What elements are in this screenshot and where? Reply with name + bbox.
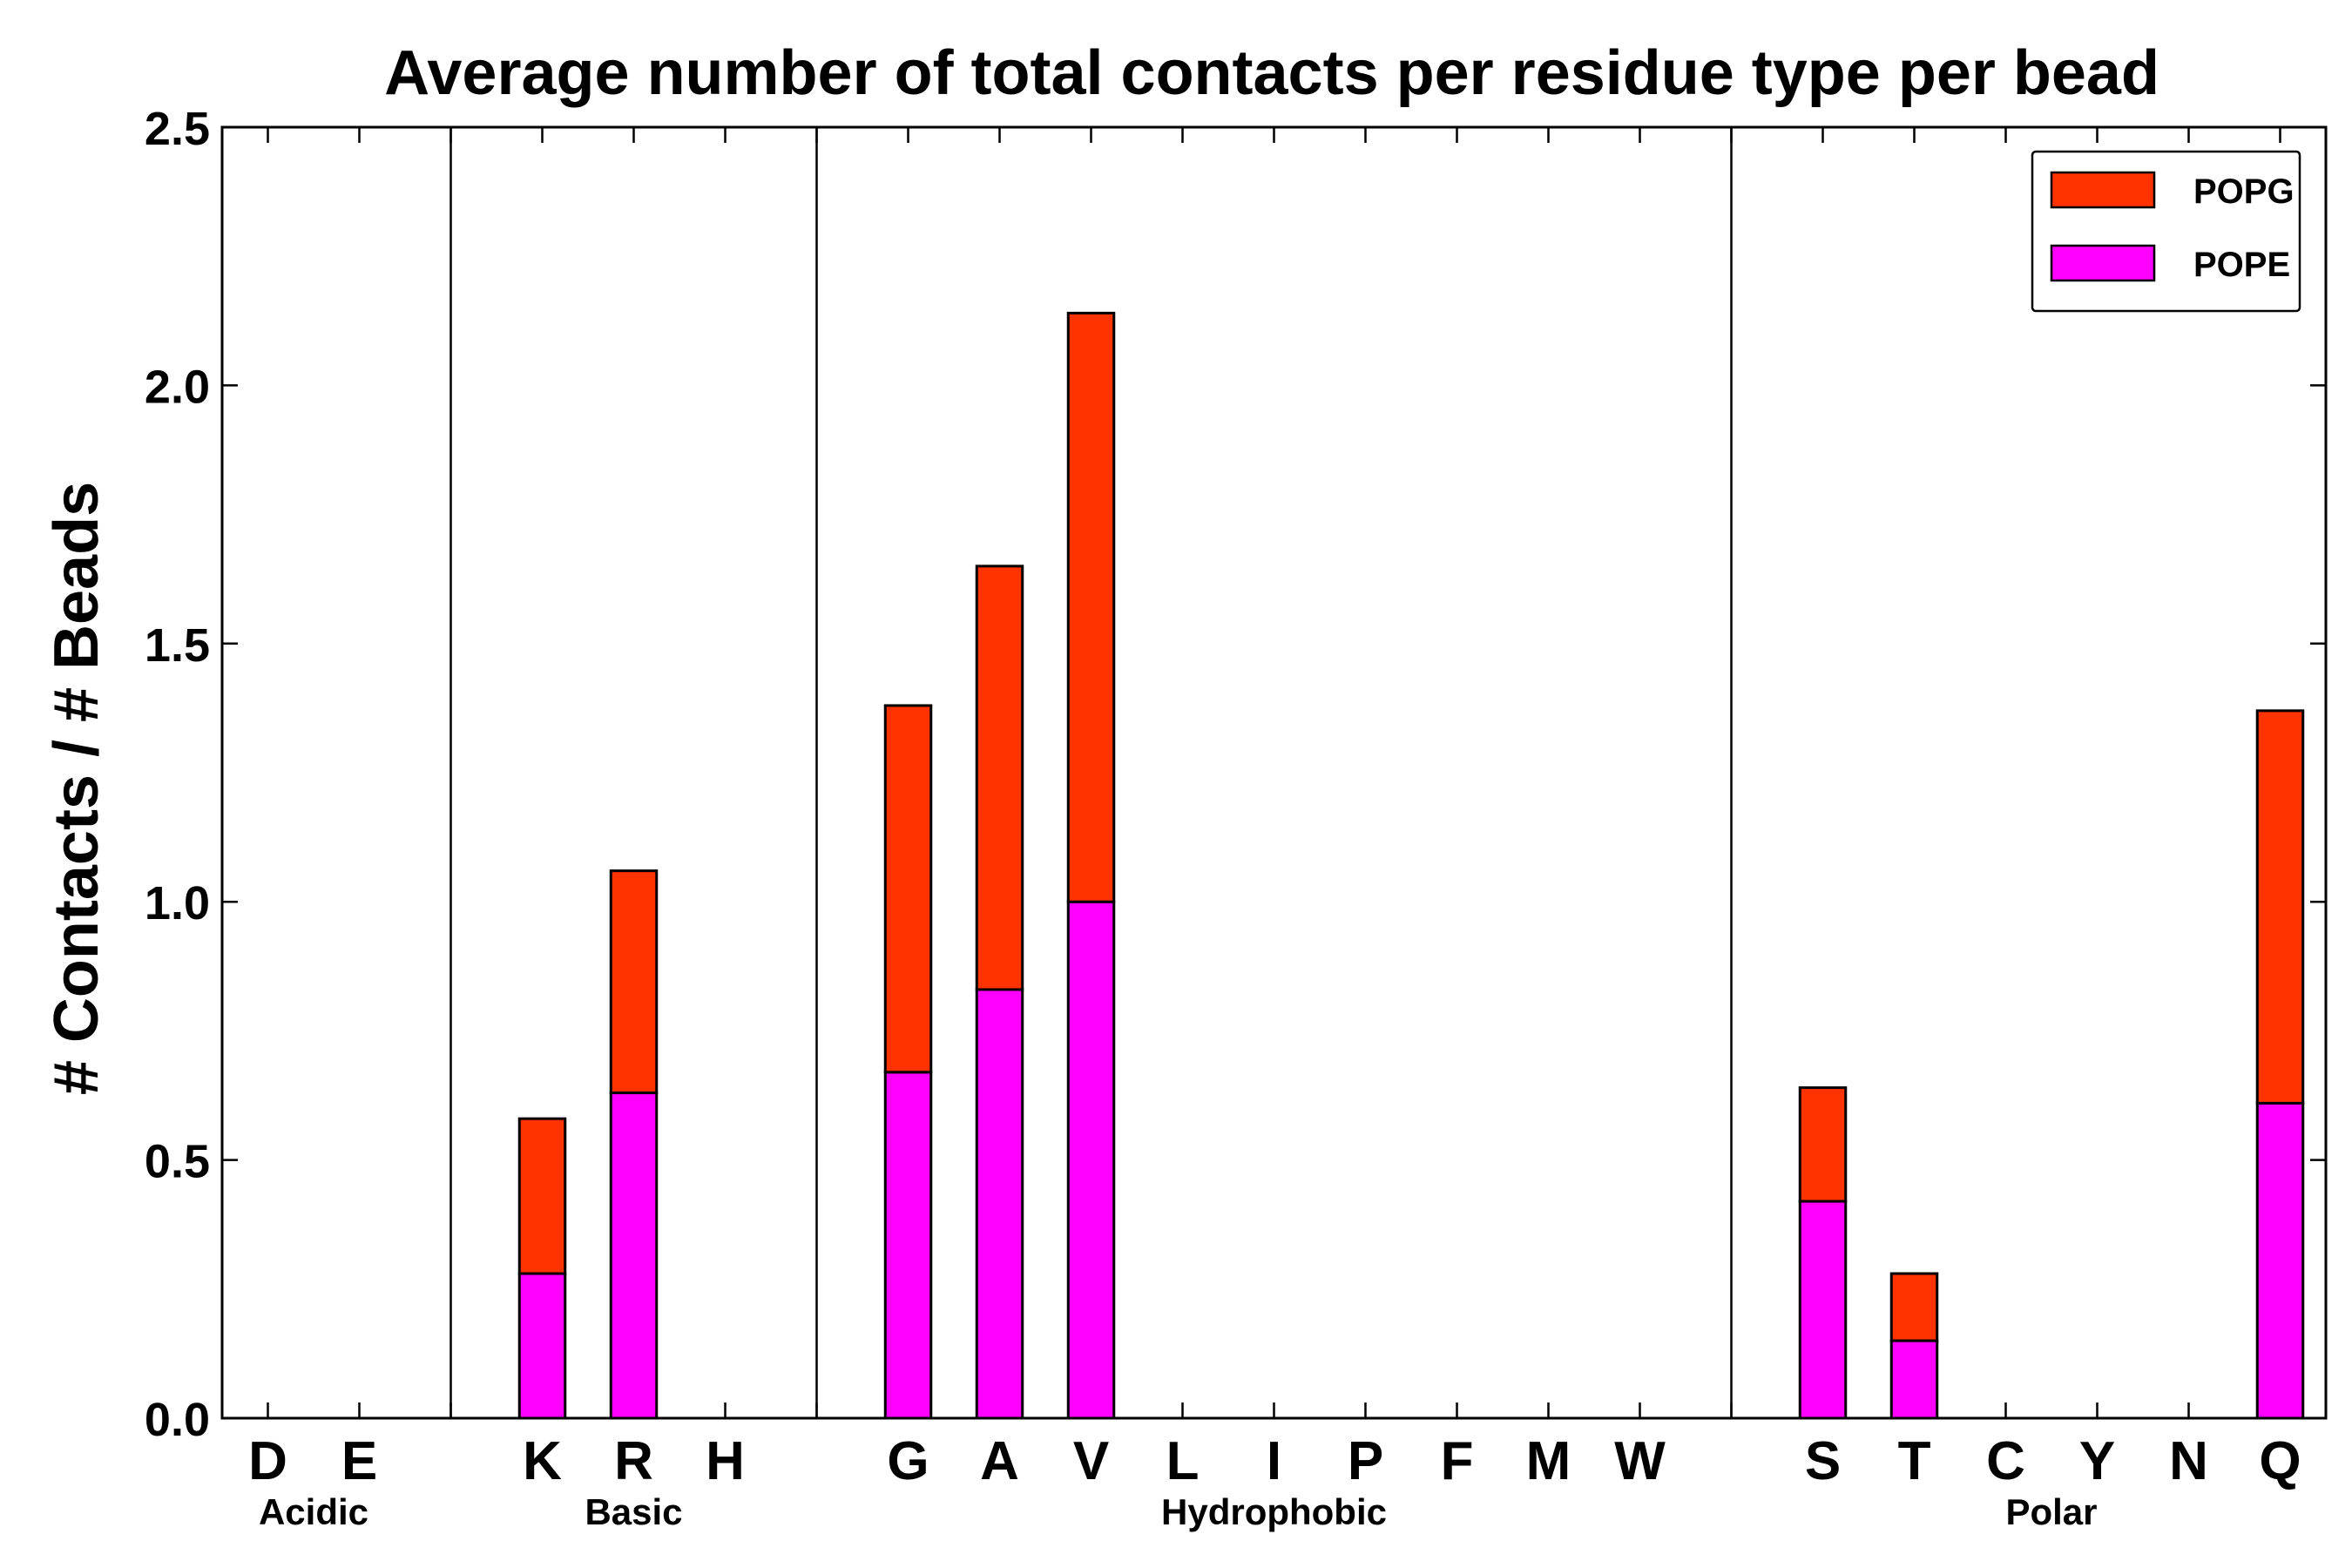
y-tick-label: 2.0 (145, 361, 210, 413)
bar-popg-3 (517, 1117, 567, 1275)
bar-popg-18 (1889, 1272, 1939, 1342)
bar-pope-17 (1798, 1200, 1848, 1420)
x-tick-label-V: V (1073, 1431, 1109, 1491)
bar-pope-8 (975, 988, 1024, 1420)
chart-title: Average number of total contacts per res… (384, 38, 2159, 108)
legend-swatch-pope (2050, 244, 2156, 282)
legend: POPG POPE (2031, 150, 2301, 313)
bar-pope-3 (517, 1272, 567, 1420)
x-tick-label-T: T (1898, 1431, 1931, 1491)
x-tick-label-Q: Q (2259, 1431, 2301, 1491)
y-tick-label: 0.0 (145, 1394, 210, 1446)
bar-popg-9 (1066, 311, 1116, 903)
bar-popg-4 (609, 869, 659, 1095)
x-tick-label-W: W (1614, 1431, 1666, 1491)
y-tick-label: 2.5 (145, 103, 210, 155)
plot-area: 0.0 0.5 1.0 1.5 2.0 2.5 D E K R H G A V L I P F M W S T C Y N Q Ac… (145, 103, 2328, 1532)
group-label-polar: Polar (2005, 1491, 2097, 1532)
y-tick-label: 1.5 (145, 619, 210, 672)
x-tick-label-H: H (706, 1431, 745, 1491)
bar-pope-9 (1066, 900, 1116, 1420)
x-tick-label-A: A (980, 1431, 1019, 1491)
x-tick-label-N: N (2169, 1431, 2208, 1491)
x-tick-label-E: E (341, 1431, 377, 1491)
chart-title-group: Average number of total contacts per res… (384, 38, 2159, 108)
group-label-basic: Basic (585, 1491, 682, 1532)
legend-swatch-popg (2050, 171, 2156, 209)
bar-pope-7 (883, 1071, 933, 1420)
x-tick-label-D: D (248, 1431, 287, 1491)
bar-pope-4 (609, 1092, 659, 1420)
bar-popg-8 (975, 564, 1024, 991)
y-axis-label: # Contacts / # Beads (42, 482, 112, 1095)
bar-popg-22 (2255, 709, 2305, 1105)
bar-pope-18 (1889, 1339, 1939, 1420)
y-axis-label-group: # Contacts / # Beads (42, 482, 112, 1095)
group-label-acidic: Acidic (259, 1491, 368, 1532)
x-tick-label-K: K (523, 1431, 562, 1491)
x-tick-label-L: L (1166, 1431, 1200, 1491)
x-tick-label-R: R (614, 1431, 653, 1491)
x-tick-label-M: M (1526, 1431, 1571, 1491)
x-tick-label-G: G (887, 1431, 929, 1491)
legend-label-popg: POPG (2193, 172, 2295, 211)
x-tick-label-S: S (1805, 1431, 1841, 1491)
bar-popg-7 (883, 704, 933, 1074)
x-tick-label-F: F (1441, 1431, 1474, 1491)
x-tick-label-I: I (1267, 1431, 1281, 1491)
x-tick-label-C: C (1986, 1431, 2025, 1491)
y-tick-label: 1.0 (145, 877, 210, 929)
group-label-hydrophobic: Hydrophobic (1161, 1491, 1387, 1532)
bar-popg-17 (1798, 1086, 1848, 1203)
bar-pope-22 (2255, 1101, 2305, 1420)
x-tick-label-Y: Y (2079, 1431, 2115, 1491)
y-tick-label: 0.5 (145, 1136, 210, 1188)
x-tick-label-P: P (1348, 1431, 1383, 1491)
legend-label-pope: POPE (2193, 246, 2290, 284)
